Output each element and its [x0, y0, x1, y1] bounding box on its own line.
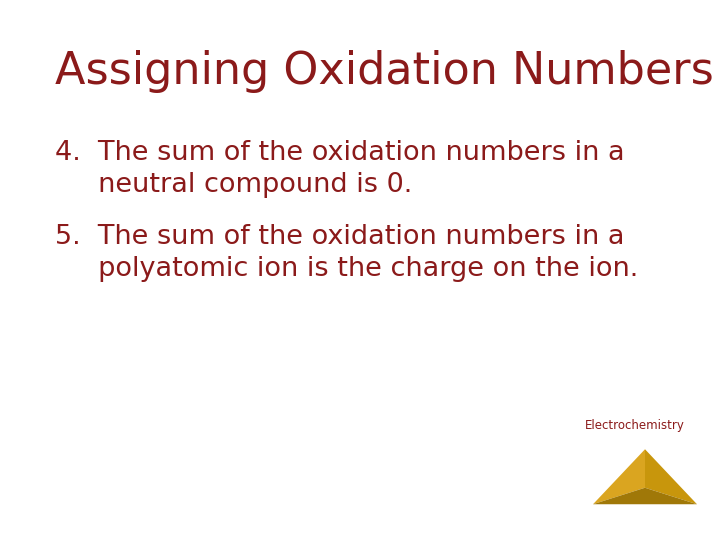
Polygon shape	[645, 449, 697, 504]
Text: 5.  The sum of the oxidation numbers in a: 5. The sum of the oxidation numbers in a	[55, 224, 624, 250]
Text: 4.  The sum of the oxidation numbers in a: 4. The sum of the oxidation numbers in a	[55, 140, 625, 166]
Polygon shape	[593, 488, 697, 504]
Text: Electrochemistry: Electrochemistry	[585, 419, 685, 432]
Polygon shape	[593, 449, 645, 504]
Text: Assigning Oxidation Numbers: Assigning Oxidation Numbers	[55, 50, 714, 93]
Text: neutral compound is 0.: neutral compound is 0.	[55, 172, 413, 198]
Text: polyatomic ion is the charge on the ion.: polyatomic ion is the charge on the ion.	[55, 256, 638, 282]
